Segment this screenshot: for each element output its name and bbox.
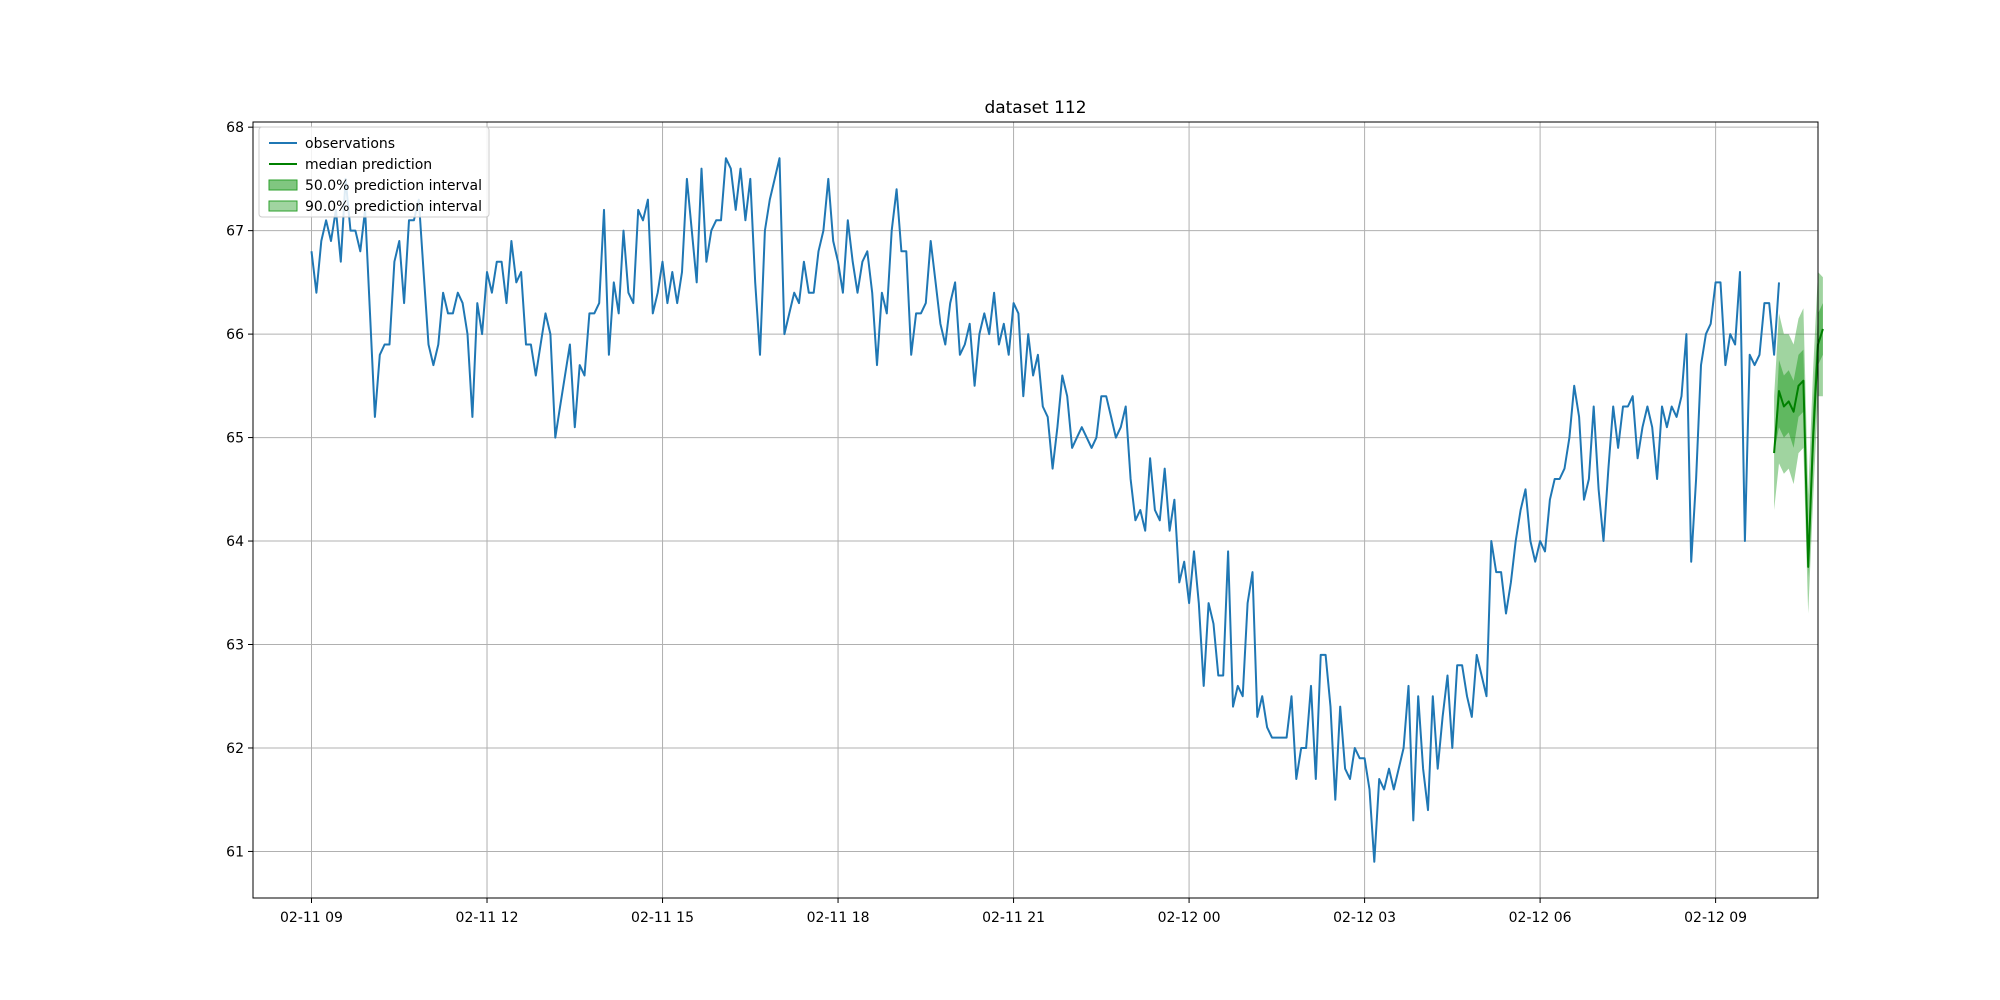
x-tick-label: 02-11 21 — [982, 910, 1045, 926]
x-tick-label: 02-11 09 — [280, 910, 343, 926]
grid-lines — [253, 122, 1818, 898]
legend-label: 90.0% prediction interval — [305, 199, 482, 215]
interval-90-band — [1774, 272, 1823, 614]
y-tick-label: 68 — [226, 120, 244, 136]
x-axis-ticks: 02-11 09 02-11 12 02-11 15 02-11 18 02-11 21… — [280, 898, 1747, 926]
y-tick-label: 66 — [226, 327, 244, 343]
median-prediction-line — [1773, 328, 1824, 568]
legend-swatch-interval-90 — [268, 200, 298, 212]
x-tick-label: 02-11 18 — [807, 910, 870, 926]
legend-box — [258, 126, 490, 218]
x-tick-label: 02-11 12 — [456, 910, 519, 926]
chart-title: dataset 112 — [984, 98, 1086, 118]
median-prediction-series — [1773, 328, 1824, 568]
x-tick-label: 02-12 00 — [1158, 910, 1221, 926]
y-axis-ticks: 61 62 63 64 65 66 67 68 — [226, 120, 253, 860]
y-tick-label: 63 — [226, 638, 244, 654]
observations-series — [310, 157, 1780, 863]
legend-label: median prediction — [305, 157, 432, 173]
legend-label: observations — [305, 136, 395, 152]
legend-swatch-interval-50 — [268, 179, 298, 191]
legend-label: 50.0% prediction interval — [305, 178, 482, 194]
observations-line — [310, 157, 1780, 863]
y-tick-label: 64 — [226, 534, 244, 550]
chart-legend: observations median prediction 50.0% predi… — [258, 126, 490, 218]
x-tick-label: 02-12 06 — [1509, 910, 1572, 926]
plot-frame — [252, 121, 1819, 899]
y-tick-label: 67 — [226, 224, 244, 240]
x-tick-label: 02-11 15 — [631, 910, 694, 926]
x-tick-label: 02-12 03 — [1333, 910, 1396, 926]
y-tick-label: 65 — [226, 431, 244, 447]
x-tick-label: 02-12 09 — [1684, 910, 1747, 926]
y-tick-label: 61 — [226, 844, 244, 860]
prediction-interval-90 — [1774, 272, 1823, 614]
y-tick-label: 62 — [226, 741, 244, 757]
